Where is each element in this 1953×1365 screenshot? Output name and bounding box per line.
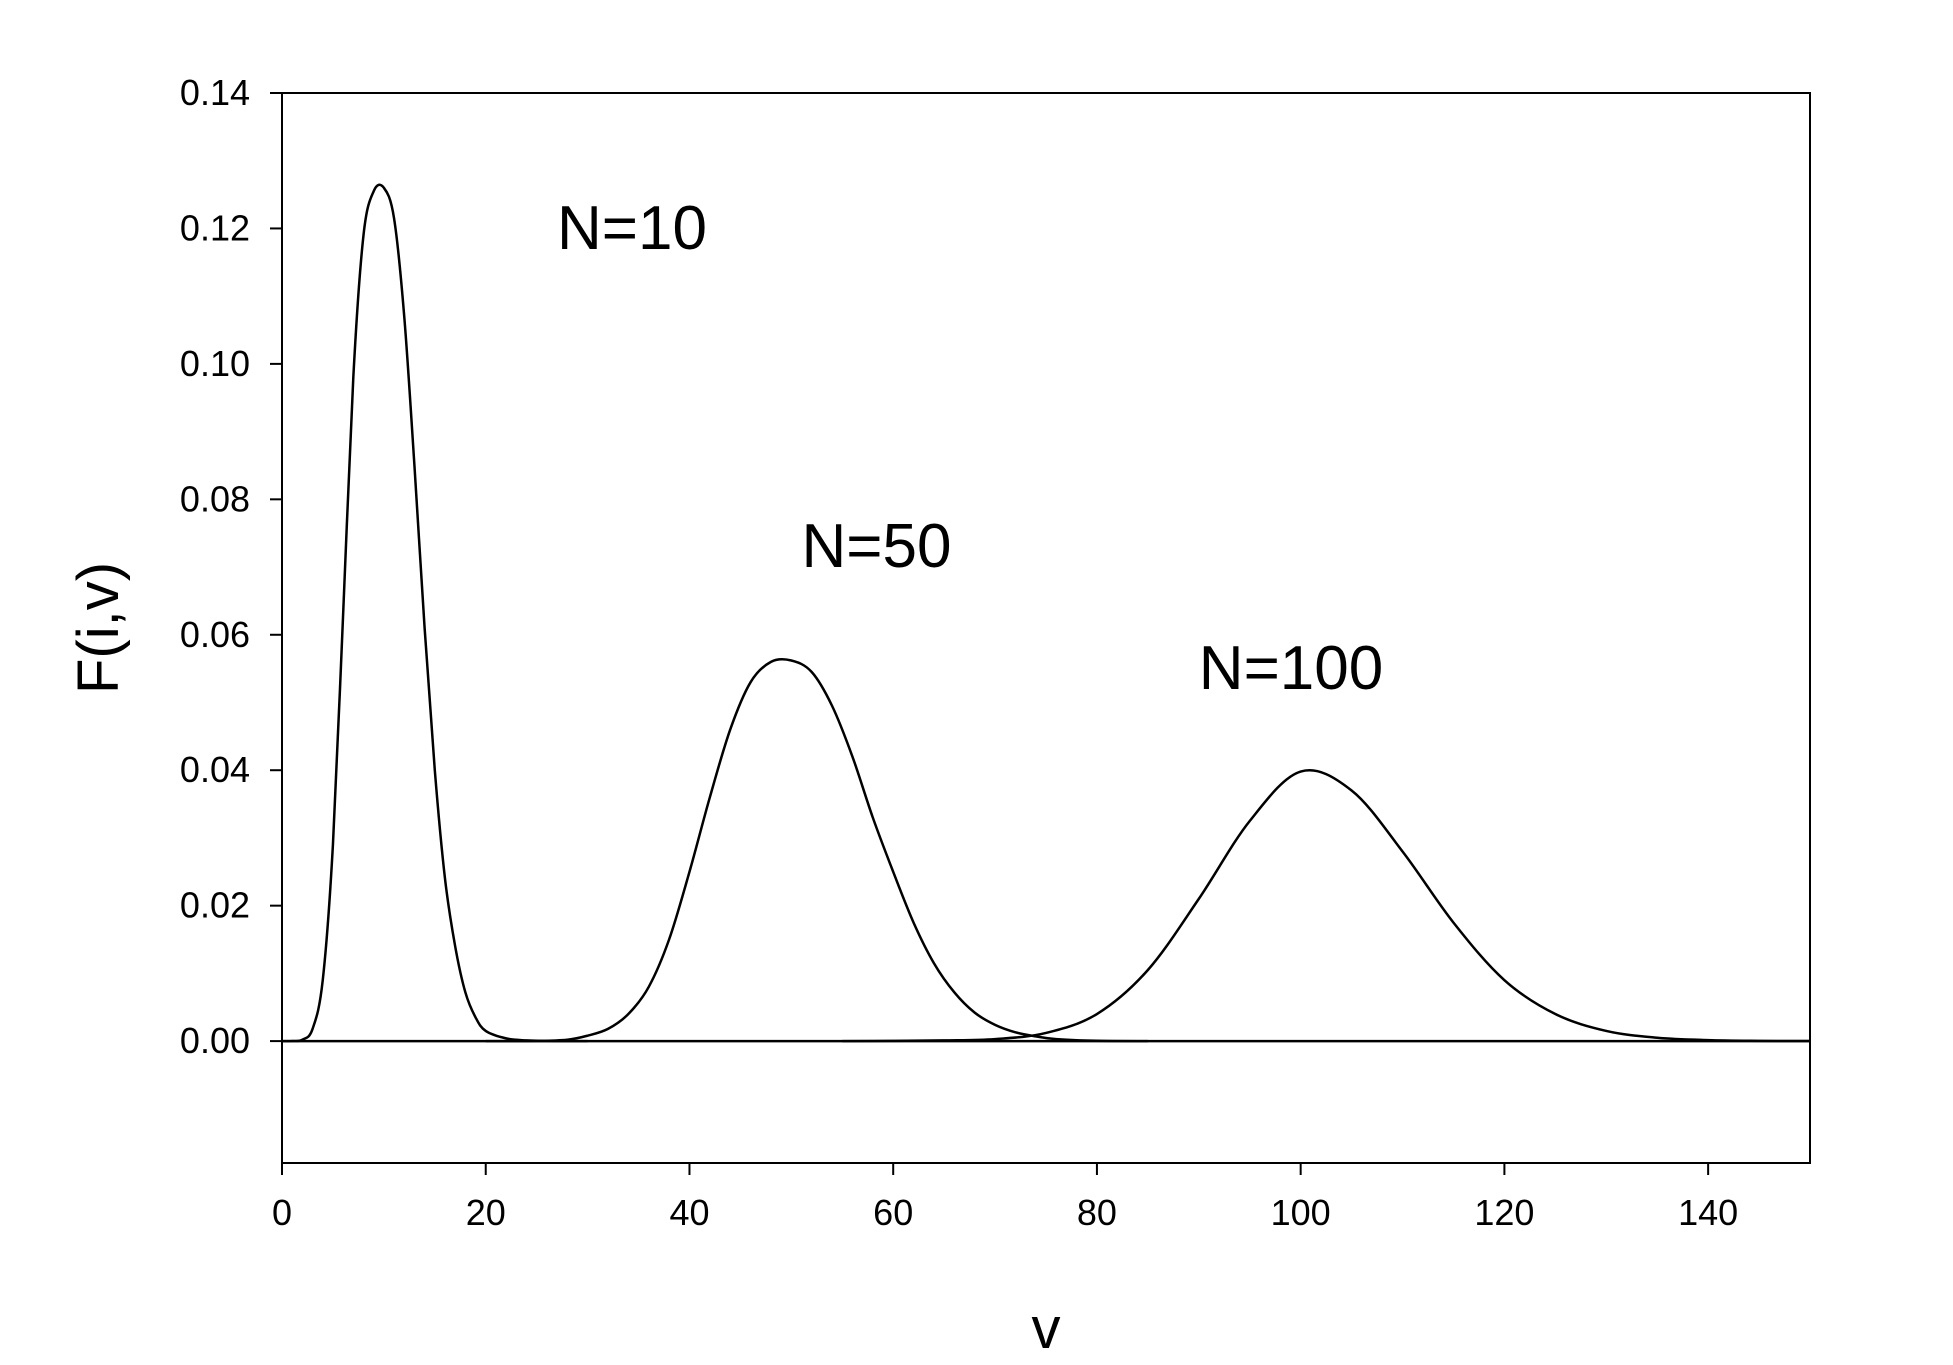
y-tick-label: 0.00	[180, 1020, 250, 1061]
series-line-1	[281, 183, 588, 1043]
y-tick-label: 0.10	[180, 343, 250, 384]
series-line-2	[485, 657, 1148, 1043]
y-tick-label: 0.12	[180, 207, 250, 248]
curve-annotation: N=50	[802, 512, 952, 581]
series-line-3	[842, 769, 1811, 1043]
x-tick-label: 80	[1077, 1192, 1117, 1233]
annotation-layer: N=10 N=50 N=100	[557, 194, 1383, 703]
x-tick-label: 60	[873, 1192, 913, 1233]
series-layer	[281, 183, 1811, 1043]
x-axis-title: v	[1032, 1296, 1061, 1361]
x-tick-label: 140	[1678, 1192, 1738, 1233]
x-tick-label: 120	[1474, 1192, 1534, 1233]
x-tick-label: 40	[669, 1192, 709, 1233]
y-axis-ticks: 0.00 0.02 0.04 0.06 0.08 0.10 0.12 0.14	[180, 72, 282, 1061]
x-tick-label: 100	[1271, 1192, 1331, 1233]
y-tick-label: 0.02	[180, 885, 250, 926]
x-tick-label: 0	[272, 1192, 292, 1233]
y-tick-label: 0.14	[180, 72, 250, 113]
y-tick-label: 0.06	[180, 614, 250, 655]
curve-annotation: N=10	[557, 194, 707, 263]
plot-frame	[281, 92, 1811, 1164]
x-tick-label: 20	[466, 1192, 506, 1233]
x-axis-ticks: 0 20 40 60 80 100 120 140	[272, 1163, 1738, 1233]
y-tick-label: 0.08	[180, 478, 250, 519]
y-axis-title: F(i,v)	[66, 562, 131, 694]
y-tick-label: 0.04	[180, 749, 250, 790]
curve-annotation: N=100	[1199, 634, 1383, 703]
